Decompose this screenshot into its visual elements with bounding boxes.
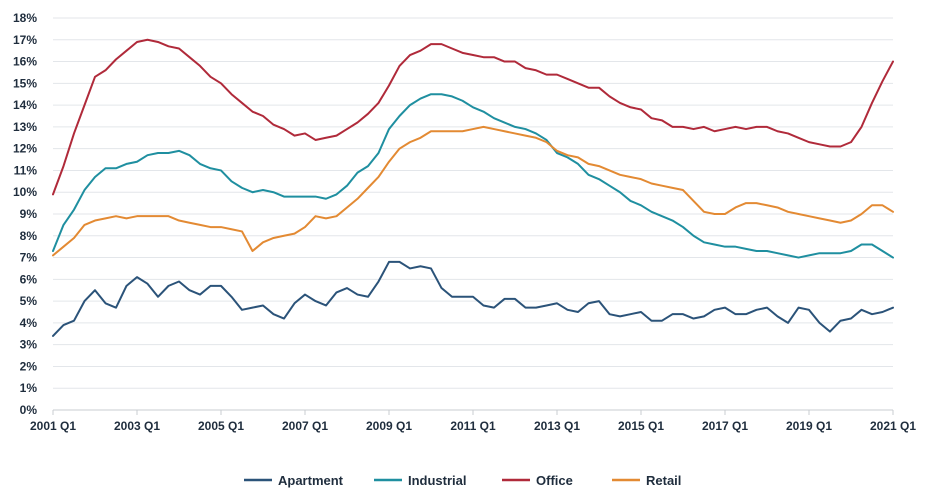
x-tick-label: 2013 Q1 <box>534 419 580 433</box>
legend-label: Office <box>536 473 573 488</box>
series-line-apartment <box>52 260 894 337</box>
x-tick-label: 2003 Q1 <box>114 419 160 433</box>
legend: Apartment Industrial Office Retail <box>244 473 681 488</box>
y-tick-label: 5% <box>20 294 38 308</box>
y-tick-label: 16% <box>13 55 37 69</box>
y-axis: 0% 1% 2% 3% 4% 5% 6% 7% 8% 9% 10% 11% 12% 13% 14% 15% 16… <box>13 11 37 417</box>
y-tick-label: 17% <box>13 33 37 47</box>
y-tick-label: 18% <box>13 11 37 25</box>
x-tick-label: 2021 Q1 <box>870 419 916 433</box>
legend-item-office: Office <box>502 473 573 488</box>
y-tick-label: 3% <box>20 338 38 352</box>
x-tick-label: 2007 Q1 <box>282 419 328 433</box>
legend-item-apartment: Apartment <box>244 473 344 488</box>
y-tick-label: 11% <box>14 163 38 177</box>
legend-item-industrial: Industrial <box>374 473 467 488</box>
y-tick-label: 1% <box>20 381 38 395</box>
x-tick-label: 2001 Q1 <box>30 419 76 433</box>
x-tick-label: 2009 Q1 <box>366 419 412 433</box>
series-line-retail <box>52 125 894 257</box>
y-tick-label: 14% <box>13 98 37 112</box>
legend-label: Industrial <box>408 473 467 488</box>
y-tick-label: 2% <box>20 359 38 373</box>
y-tick-label: 6% <box>20 272 38 286</box>
y-tick-label: 0% <box>20 403 38 417</box>
gridlines <box>53 17 893 389</box>
y-tick-label: 7% <box>20 251 38 265</box>
x-tick-label: 2011 Q1 <box>450 419 496 433</box>
y-tick-label: 4% <box>20 316 38 330</box>
y-tick-label: 13% <box>13 120 37 134</box>
y-tick-label: 15% <box>13 76 37 90</box>
y-tick-label: 12% <box>13 142 37 156</box>
series-line-industrial <box>52 93 894 259</box>
x-tick-label: 2017 Q1 <box>702 419 748 433</box>
legend-item-retail: Retail <box>612 473 681 488</box>
x-axis: 2001 Q1 2003 Q1 2005 Q1 2007 Q1 2009 Q1 2011 … <box>30 409 916 433</box>
y-tick-label: 10% <box>13 185 37 199</box>
legend-label: Apartment <box>278 473 344 488</box>
x-tick-label: 2015 Q1 <box>618 419 664 433</box>
series-lines <box>52 38 894 337</box>
legend-label: Retail <box>646 473 681 488</box>
y-tick-label: 9% <box>20 207 38 221</box>
y-tick-label: 8% <box>20 229 38 243</box>
x-tick-label: 2019 Q1 <box>786 419 832 433</box>
series-line-office <box>52 38 894 196</box>
x-tick-label: 2005 Q1 <box>198 419 244 433</box>
